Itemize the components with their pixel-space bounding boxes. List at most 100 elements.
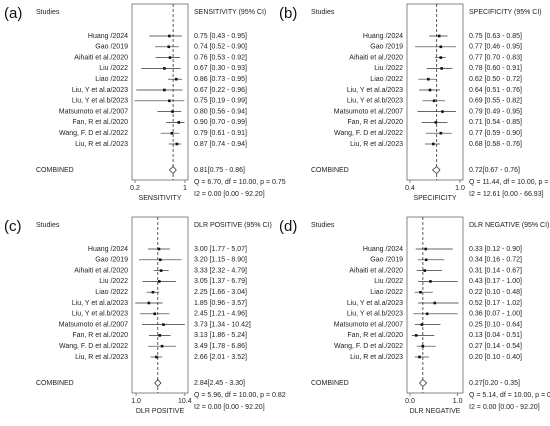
point-estimate [424,247,428,251]
estimate-label: 0.25 [0.10 - 0.64] [469,321,522,328]
estimate-label: 0.75 [0.43 - 0.95] [194,33,247,40]
point-estimate [151,290,155,294]
estimate-label: 2.45 [1.21 - 4.96] [194,311,247,318]
estimate-label: 3.20 [1.15 - 8.90] [194,257,247,264]
point-estimate [167,45,171,49]
study-name: Liao /2022 [370,289,403,296]
point-estimate [420,323,424,326]
study-name: Liu, R et al./2023 [75,354,128,361]
x-tick-label: 0.4 [405,185,415,192]
study-name: Liu, Y et al.b/2023 [72,311,128,318]
estimate-header: DLR NEGATIVE (95% CI) [469,222,549,229]
study-name: Gao /2019 [370,257,403,264]
study-name: Aihaiti et al./2020 [349,54,403,61]
pooled-label: 0.27[0.20 - 0.35] [469,380,520,387]
point-estimate [168,56,172,59]
column-title: Studies [311,222,335,229]
study-name: Liu, R et al./2023 [350,354,403,361]
estimate-label: 2.25 [1.66 - 3.04] [194,289,247,296]
estimate-label: 0.78 [0.60 - 0.91] [469,65,522,72]
study-name: Wang, F. D et al./2022 [334,343,403,350]
heterogeneity-stat: Q = 11.44, df = 10.00, p = 0.32 [469,179,550,186]
estimate-label: 0.77 [0.70 - 0.83] [469,54,522,61]
estimate-label: 3.05 [1.37 - 6.79] [194,278,247,285]
pooled-label: 0.72[0.67 - 0.76] [469,167,520,174]
x-tick-label: 0.0 [405,398,415,405]
estimate-label: 0.43 [0.17 - 1.00] [469,278,522,285]
study-name: Liu, Y et al.a/2023 [72,300,128,307]
forest-panel: (b) Studies SPECIFICITY (95% CI) 0.4 1.0 SPEC… [279,3,550,202]
study-name: Gao /2019 [370,44,403,51]
point-estimate [427,77,430,81]
study-name: Liu /2022 [374,65,403,72]
study-name: Liu /2022 [374,278,403,285]
study-name: Wang, F. D et al./2022 [59,343,128,350]
study-name: Fan, R et al./2020 [347,332,403,339]
point-estimate [168,99,171,103]
estimate-label: 0.69 [0.55 - 0.82] [469,98,522,105]
point-estimate [174,77,178,81]
x-axis-label: DLR POSITIVE [136,408,185,415]
estimate-label: 0.75 [0.63 - 0.85] [469,33,522,40]
point-estimate [160,344,164,348]
plot-frame [406,216,464,394]
estimate-header: SPECIFICITY (95% CI) [469,9,542,16]
estimate-label: 0.77 [0.59 - 0.90] [469,130,522,137]
estimate-label: 0.31 [0.14 - 0.67] [469,267,522,274]
estimate-label: 0.68 [0.58 - 0.76] [469,141,522,148]
study-name: Liu, Y et al.a/2023 [347,300,403,307]
estimate-label: 0.20 [0.10 - 0.40] [469,354,522,361]
plot-frame [406,3,464,181]
x-tick-label: 0.2 [130,185,140,192]
heterogeneity-stat: I2 = 12.61 [0.00 - 66.93] [469,191,544,198]
point-estimate [162,323,165,326]
point-estimate [429,280,432,283]
study-name: Gao /2019 [95,44,128,51]
estimate-label: 1.85 [0.96 - 3.57] [194,300,247,307]
plot-frame [131,216,189,394]
pooled-title: COMBINED [36,380,74,387]
heterogeneity-stat: I2 = 0.00 [0.00 - 92.20] [469,404,540,411]
study-name: Liu, Y et al.b/2023 [347,311,403,318]
point-estimate [439,131,443,135]
study-name: Wang, F. D et al./2022 [59,130,128,137]
pooled-diamond [419,379,428,387]
estimate-label: 0.71 [0.54 - 0.85] [469,119,522,126]
point-estimate [441,110,444,113]
study-name: Huang /2024 [88,33,128,40]
column-title: Studies [311,9,335,16]
x-axis-label: SENSITIVITY [139,195,182,202]
estimate-label: 0.90 [0.70 - 0.99] [194,119,247,126]
study-name: Liu, Y et al.b/2023 [72,98,128,105]
study-name: Liu, Y et al.a/2023 [347,87,403,94]
point-estimate [432,142,435,146]
panel-label: (c) [4,218,22,235]
estimate-label: 0.79 [0.49 - 0.95] [469,108,522,115]
point-estimate [419,290,422,294]
pooled-title: COMBINED [311,380,349,387]
panel-label: (d) [279,218,297,235]
x-axis-label: SPECIFICITY [413,195,457,202]
point-estimate [147,301,151,305]
estimate-label: 0.22 [0.10 - 0.48] [469,289,522,296]
point-estimate [158,258,162,262]
study-name: Aihaiti et al./2020 [349,267,403,274]
estimate-label: 0.52 [0.17 - 1.02] [469,300,522,307]
point-estimate [421,344,425,348]
study-name: Huang /2024 [88,246,128,253]
point-estimate [439,45,443,49]
point-estimate [158,334,162,337]
point-estimate [432,99,436,103]
point-estimate [424,258,428,262]
heterogeneity-stat: Q = 5.14, df = 10.00, p = 0.88 [469,392,550,399]
point-estimate [159,269,163,272]
pooled-diamond [431,166,441,174]
point-estimate [433,301,437,305]
study-name: Wang, F. D et al./2022 [334,130,403,137]
point-estimate [153,312,157,316]
point-estimate [163,88,166,92]
point-estimate [177,121,181,124]
heterogeneity-stat: I2 = 0.00 [0.00 - 92.20] [194,404,265,411]
panel-label: (a) [4,5,22,22]
study-name: Liu, R et al./2023 [350,141,403,148]
